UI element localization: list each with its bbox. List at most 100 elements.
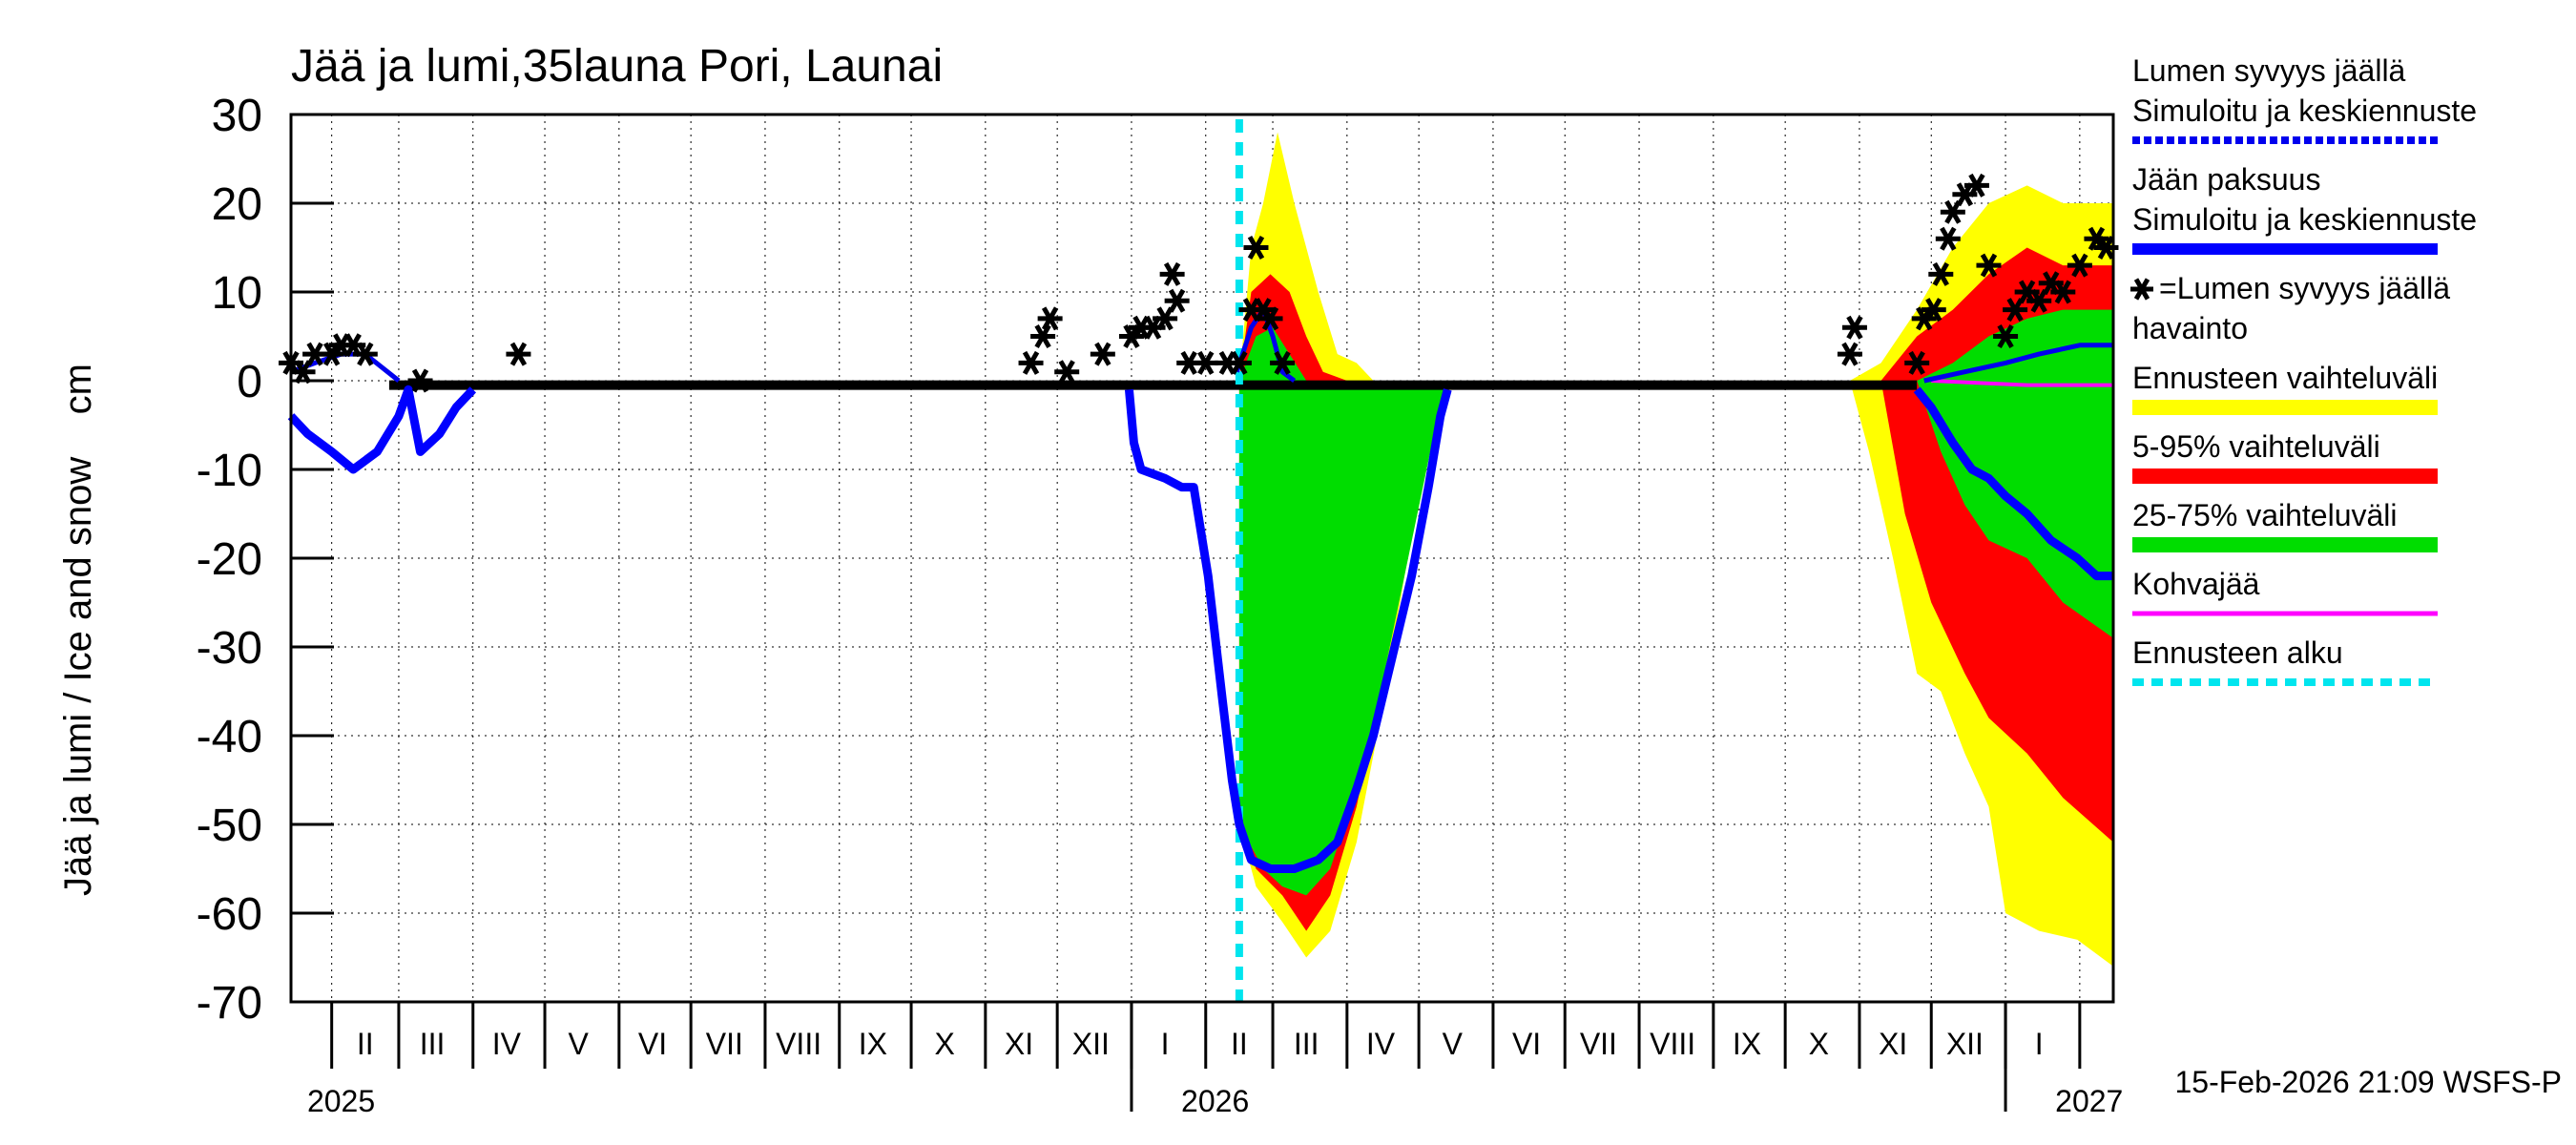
month-label: V xyxy=(569,1027,590,1061)
y-tick-label: 10 xyxy=(212,268,262,319)
legend-label: =Lumen syvyys jäällä xyxy=(2159,271,2450,305)
observation-marker xyxy=(1270,350,1296,375)
observation-marker xyxy=(1153,306,1178,331)
legend-label: Simuloitu ja keskiennuste xyxy=(2132,94,2477,128)
year-label: 2027 xyxy=(2055,1084,2123,1118)
y-axis-label: Jää ja lumi / Ice and snow cm xyxy=(57,364,99,896)
month-label: VII xyxy=(706,1027,743,1061)
chart-title: Jää ja lumi,35launa Pori, Launai xyxy=(291,41,943,92)
observation-marker xyxy=(2026,288,2052,313)
observation-marker xyxy=(506,342,531,366)
legend-label: Ennusteen alku xyxy=(2132,635,2343,670)
month-label: VI xyxy=(1512,1027,1541,1061)
legend-swatch xyxy=(2132,400,2438,415)
legend: Lumen syvyys jäällä Simuloitu ja keskienn… xyxy=(2130,53,2477,686)
month-label: III xyxy=(420,1027,446,1061)
legend-label: havainto xyxy=(2132,311,2248,345)
forecast-band xyxy=(1238,327,1445,896)
observation-marker xyxy=(2003,298,2028,323)
legend-swatch xyxy=(2132,537,2438,552)
legend-label: Simuloitu ja keskiennuste xyxy=(2132,202,2477,237)
legend-label: 25-75% vaihteluväli xyxy=(2132,498,2398,532)
observation-marker xyxy=(1928,261,1954,286)
series-line xyxy=(1923,343,2113,384)
y-tick-label: -20 xyxy=(197,534,262,585)
forecast-band xyxy=(1917,309,2113,638)
month-label: V xyxy=(1443,1027,1464,1061)
month-label: X xyxy=(1809,1027,1829,1061)
series-line xyxy=(287,385,477,474)
observation-marker xyxy=(1921,298,1946,323)
month-label: VIII xyxy=(776,1027,821,1061)
year-label: 2026 xyxy=(1181,1084,1249,1118)
observation-marker xyxy=(1257,306,1283,331)
legend-label: Ennusteen vaihteluväli xyxy=(2132,361,2438,395)
legend-label: Lumen syvyys jäällä xyxy=(2132,53,2406,88)
legend-item: =Lumen syvyys jäällä havainto xyxy=(2130,271,2450,345)
month-label: I xyxy=(2035,1027,2044,1061)
legend-label: 5-95% vaihteluväli xyxy=(2132,429,2380,464)
observation-marker xyxy=(1018,350,1044,375)
month-label: VII xyxy=(1580,1027,1617,1061)
legend-label: Jään paksuus xyxy=(2132,162,2320,197)
observation-marker xyxy=(1837,342,1862,366)
month-label: X xyxy=(935,1027,955,1061)
observation-marker xyxy=(1159,261,1185,286)
observation-marker xyxy=(1935,226,1961,251)
observation-marker xyxy=(1904,350,1930,375)
observation-marker xyxy=(1164,288,1190,313)
legend-label: Kohvajää xyxy=(2132,567,2260,601)
month-label: VIII xyxy=(1650,1027,1695,1061)
y-tick-label: -30 xyxy=(197,623,262,674)
y-tick-label: -70 xyxy=(197,978,262,1029)
legend-item: 5-95% vaihteluväli xyxy=(2132,429,2438,484)
y-tick-label: 30 xyxy=(212,91,262,141)
footer-timestamp: 15-Feb-2026 21:09 WSFS-P xyxy=(2174,1065,2562,1099)
month-label: I xyxy=(1161,1027,1170,1061)
observation-marker xyxy=(1226,350,1252,375)
observation-marker xyxy=(1054,360,1080,385)
month-label: XII xyxy=(1946,1027,1984,1061)
legend-item: Lumen syvyys jäällä Simuloitu ja keskienn… xyxy=(2132,53,2477,144)
observation-marker xyxy=(1193,350,1218,375)
observation-marker xyxy=(407,368,433,393)
y-tick-label: -10 xyxy=(197,446,262,496)
month-label: II xyxy=(1231,1027,1248,1061)
month-label: IX xyxy=(859,1027,887,1061)
legend-item: 25-75% vaihteluväli xyxy=(2132,498,2438,552)
month-label: IV xyxy=(492,1027,522,1061)
observation-marker xyxy=(2067,253,2092,278)
month-label: IV xyxy=(1366,1027,1396,1061)
month-label: XI xyxy=(1879,1027,1907,1061)
y-tick-label: -40 xyxy=(197,712,262,762)
observation-marker xyxy=(1993,323,2019,349)
legend-swatch xyxy=(2132,468,2438,484)
month-label: IX xyxy=(1733,1027,1761,1061)
legend-item: Ennusteen vaihteluväli xyxy=(2132,361,2438,415)
y-tick-label: 0 xyxy=(237,357,262,407)
observation-marker xyxy=(1976,253,2002,278)
observation-marker xyxy=(290,360,316,385)
observation-marker xyxy=(1037,306,1063,331)
y-tick-label: -60 xyxy=(197,889,262,940)
month-label: XII xyxy=(1072,1027,1110,1061)
series-line xyxy=(1124,388,1452,873)
series-line xyxy=(1931,379,2113,387)
observation-markers xyxy=(279,173,2119,393)
month-label: II xyxy=(357,1027,374,1061)
y-tick-label: 20 xyxy=(212,179,262,230)
observation-marker xyxy=(352,342,378,366)
observation-marker xyxy=(1090,342,1115,366)
observation-marker xyxy=(1841,315,1867,340)
month-label: XI xyxy=(1005,1027,1033,1061)
observation-marker xyxy=(1940,199,1965,224)
observation-marker xyxy=(1030,323,1056,349)
observation-marker xyxy=(1243,235,1269,260)
series-line xyxy=(1913,386,2113,581)
month-label: III xyxy=(1294,1027,1319,1061)
year-label: 2025 xyxy=(307,1084,375,1118)
observation-marker xyxy=(1963,173,1989,198)
legend-item: Jään paksuus Simuloitu ja keskiennuste xyxy=(2132,162,2477,255)
